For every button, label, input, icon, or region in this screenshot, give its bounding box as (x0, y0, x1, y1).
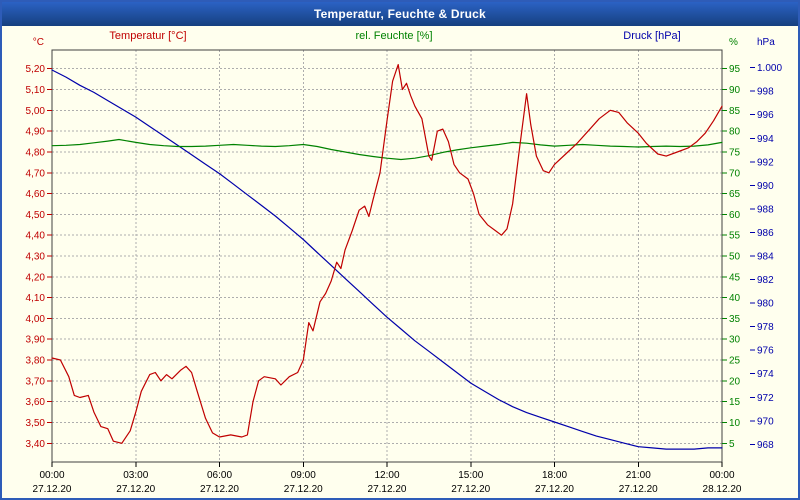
pressure-tick-label: 996 (757, 110, 774, 121)
pressure-tick-label: 972 (757, 393, 774, 404)
date-tick-label: 28.12.20 (703, 484, 742, 495)
series-humidity (51, 138, 723, 161)
time-tick-label: 21:00 (626, 470, 651, 481)
temperature-tick-label: 5,10 (26, 85, 46, 96)
date-tick-label: 27.12.20 (535, 484, 574, 495)
pressure-tick-label: 1.000 (757, 63, 782, 74)
time-tick-label: 18:00 (542, 470, 567, 481)
temperature-tick-label: 5,00 (26, 106, 46, 117)
temperature-tick-label: 4,20 (26, 272, 46, 283)
temperature-tick-label: 4,50 (26, 210, 46, 221)
temperature-tick-label: 3,70 (26, 376, 46, 387)
date-tick-label: 27.12.20 (33, 484, 72, 495)
humidity-tick-label: 15 (729, 397, 741, 408)
humidity-axis-title: rel. Feuchte [%] (355, 30, 432, 42)
temperature-tick-label: 3,40 (26, 439, 46, 450)
time-tick-label: 09:00 (291, 470, 316, 481)
pressure-unit-label: hPa (757, 37, 775, 48)
pressure-tick-label: 982 (757, 275, 774, 286)
temperature-tick-label: 4,70 (26, 168, 46, 179)
humidity-tick-label: 75 (729, 147, 741, 158)
title-bar[interactable]: Temperatur, Feuchte & Druck (2, 2, 798, 26)
pressure-tick-label: 968 (757, 440, 774, 451)
humidity-tick-label: 40 (729, 293, 741, 304)
humidity-tick-label: 90 (729, 85, 741, 96)
temperature-tick-label: 4,10 (26, 293, 46, 304)
humidity-tick-label: 95 (729, 64, 741, 75)
date-tick-label: 27.12.20 (116, 484, 155, 495)
humidity-tick-label: 80 (729, 127, 741, 138)
humidity-tick-label: 65 (729, 189, 741, 200)
time-tick-label: 12:00 (374, 470, 399, 481)
temperature-tick-label: 4,30 (26, 252, 46, 263)
pressure-tick-label: 984 (757, 252, 774, 263)
humidity-tick-label: 45 (729, 272, 741, 283)
date-tick-label: 27.12.20 (368, 484, 407, 495)
temperature-tick-label: 4,40 (26, 231, 46, 242)
pressure-tick-label: 988 (757, 204, 774, 215)
humidity-tick-label: 25 (729, 356, 741, 367)
time-tick-label: 06:00 (207, 470, 232, 481)
temperature-tick-label: 4,00 (26, 314, 46, 325)
temperature-tick-label: 5,20 (26, 64, 46, 75)
pressure-tick-label: 976 (757, 346, 774, 357)
humidity-tick-label: 70 (729, 168, 741, 179)
pressure-tick-label: 994 (757, 134, 774, 145)
temperature-tick-label: 3,50 (26, 418, 46, 429)
pressure-tick-label: 986 (757, 228, 774, 239)
humidity-tick-label: 85 (729, 106, 741, 117)
date-tick-label: 27.12.20 (451, 484, 490, 495)
pressure-tick-label: 998 (757, 87, 774, 98)
temperature-tick-label: 3,90 (26, 335, 46, 346)
pressure-tick-label: 990 (757, 181, 774, 192)
chart-canvas: 5,20 5,10 5,00 4,90 4,80 4,70 4,60 4,50 4,40 4,30… (26, 30, 783, 495)
pressure-axis-title: Druck [hPa] (623, 30, 680, 42)
humidity-tick-label: 20 (729, 376, 741, 387)
humidity-tick-label: 55 (729, 231, 741, 242)
time-tick-label: 00:00 (39, 470, 64, 481)
humidity-tick-label: 60 (729, 210, 741, 221)
window-title: Temperatur, Feuchte & Druck (314, 7, 486, 21)
pressure-tick-label: 970 (757, 416, 774, 427)
temperature-axis-title: Temperatur [°C] (109, 30, 186, 42)
time-tick-label: 00:00 (709, 470, 734, 481)
temperature-tick-label: 4,60 (26, 189, 46, 200)
humidity-tick-label: 10 (729, 418, 741, 429)
time-tick-label: 03:00 (123, 470, 148, 481)
date-tick-label: 27.12.20 (200, 484, 239, 495)
time-tick-label: 15:00 (458, 470, 483, 481)
humidity-tick-label: 5 (729, 439, 735, 450)
temperature-tick-label: 4,90 (26, 127, 46, 138)
date-tick-label: 27.12.20 (284, 484, 323, 495)
date-tick-label: 27.12.20 (619, 484, 658, 495)
temperature-unit-label: °C (33, 37, 44, 48)
temperature-tick-label: 4,80 (26, 147, 46, 158)
pressure-tick-label: 978 (757, 322, 774, 333)
pressure-tick-label: 974 (757, 369, 774, 380)
humidity-unit-label: % (729, 37, 738, 48)
temperature-tick-label: 3,80 (26, 356, 46, 367)
temperature-tick-label: 3,60 (26, 397, 46, 408)
humidity-tick-label: 30 (729, 335, 741, 346)
series-pressure (51, 69, 723, 450)
humidity-tick-label: 50 (729, 252, 741, 263)
series-temperature (51, 63, 723, 444)
pressure-tick-label: 992 (757, 157, 774, 168)
humidity-tick-label: 35 (729, 314, 741, 325)
pressure-tick-label: 980 (757, 299, 774, 310)
